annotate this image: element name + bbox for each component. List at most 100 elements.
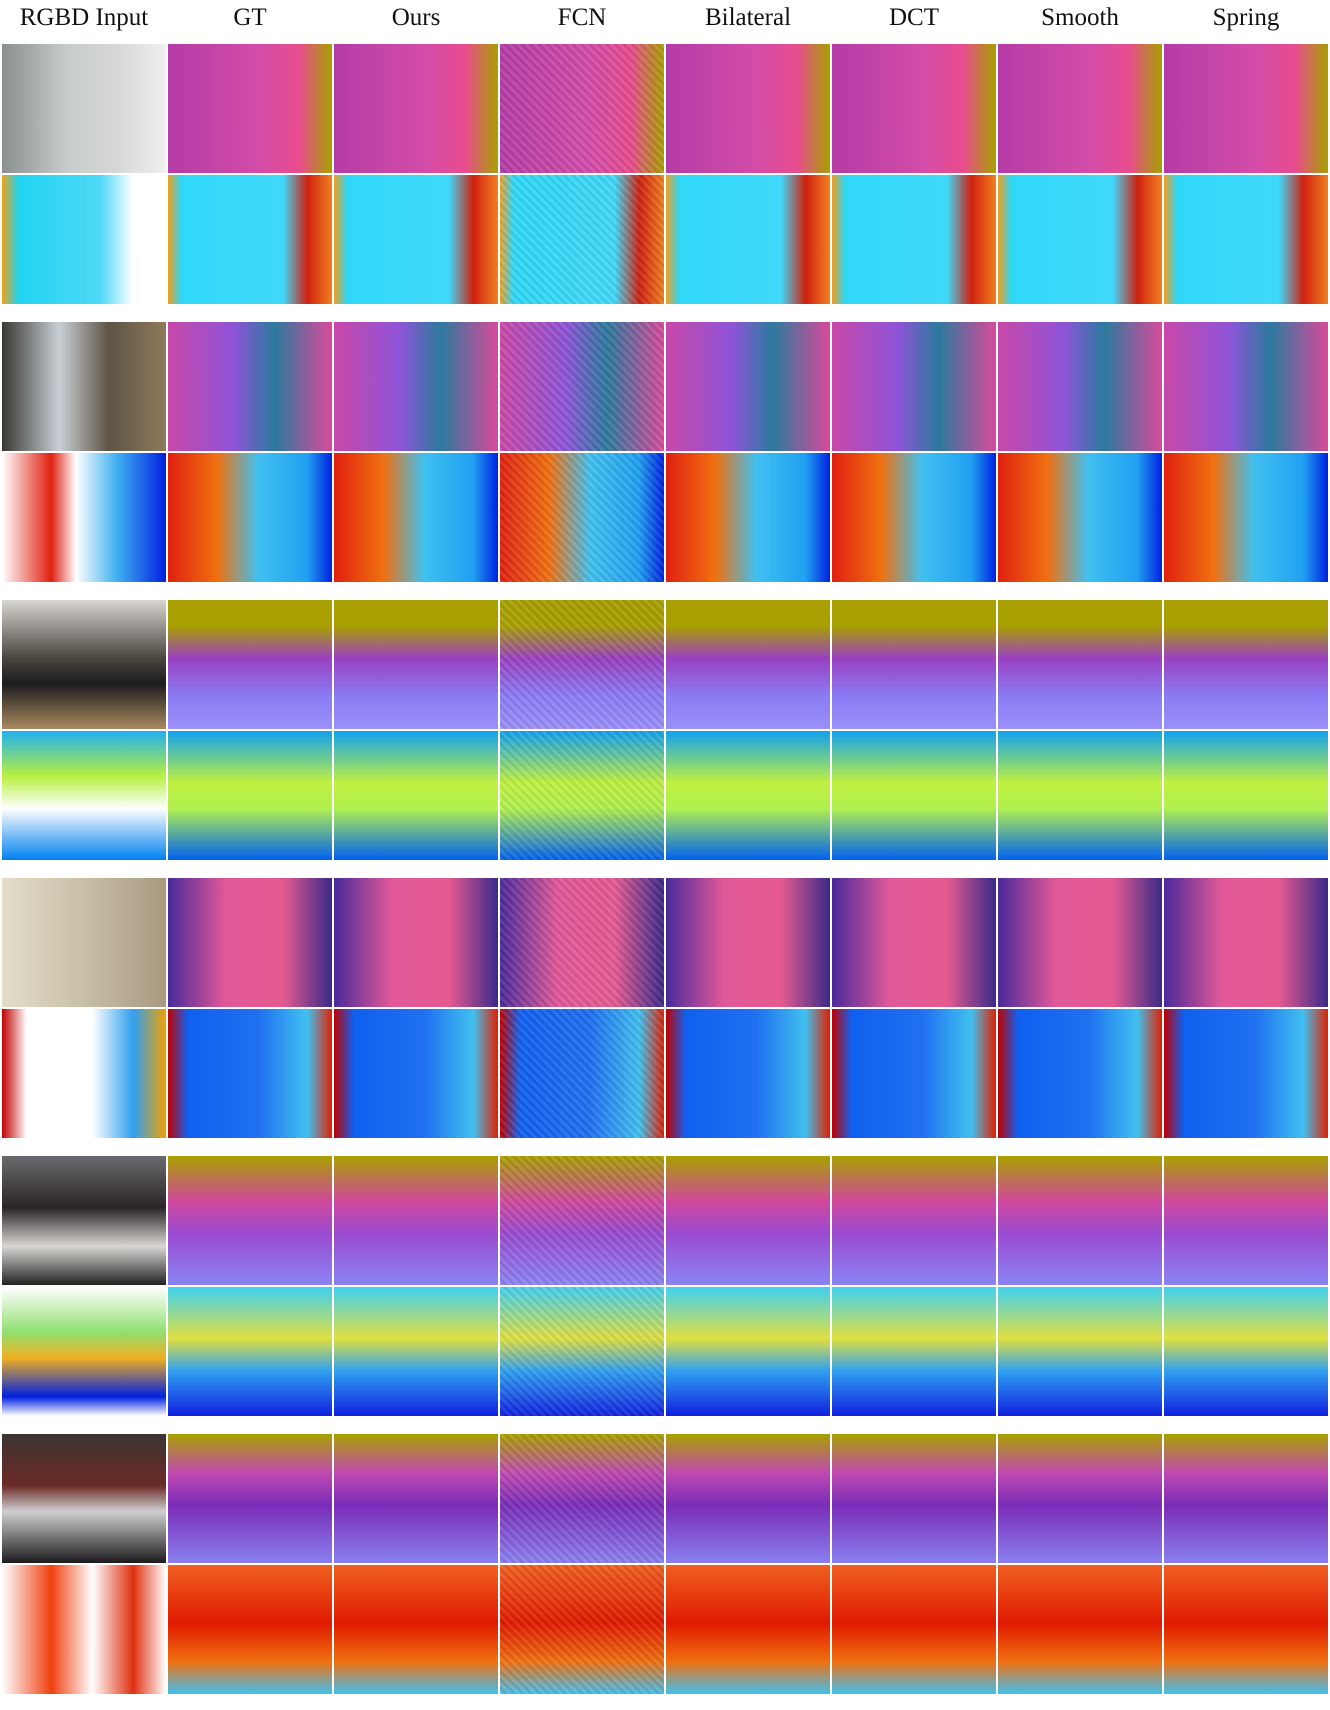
- normal-map: [832, 878, 996, 1007]
- depth-map: [334, 1287, 498, 1416]
- depth-map: [832, 731, 996, 860]
- depth-map: [666, 453, 830, 582]
- normal-map: [666, 1434, 830, 1563]
- depth-map: [832, 453, 996, 582]
- rgb-image: [2, 1156, 166, 1285]
- normal-map: [334, 322, 498, 451]
- page: RGBD InputGTOursFCNBilateralDCTSmoothSpr…: [0, 0, 1330, 1710]
- depth-map: [334, 1009, 498, 1138]
- depth-map: [998, 1287, 1162, 1416]
- column-header: GT: [168, 4, 332, 32]
- input-depth-image: [2, 1009, 166, 1138]
- input-depth-image: [2, 453, 166, 582]
- depth-map: [832, 1287, 996, 1416]
- normal-map: [334, 878, 498, 1007]
- normal-map: [666, 1156, 830, 1285]
- depth-map: [666, 1565, 830, 1694]
- normal-map: [500, 1434, 664, 1563]
- depth-map: [666, 731, 830, 860]
- depth-map: [334, 453, 498, 582]
- depth-map: [998, 731, 1162, 860]
- depth-map: [168, 1565, 332, 1694]
- normal-map: [500, 878, 664, 1007]
- normal-map: [832, 600, 996, 729]
- depth-map: [500, 175, 664, 304]
- depth-map: [334, 1565, 498, 1694]
- input-depth-image: [2, 1565, 166, 1694]
- depth-map: [998, 1009, 1162, 1138]
- normal-map: [1164, 44, 1328, 173]
- normal-map: [1164, 600, 1328, 729]
- normal-map: [666, 600, 830, 729]
- depth-map: [998, 1565, 1162, 1694]
- normal-map: [168, 1156, 332, 1285]
- column-header: Smooth: [998, 4, 1162, 32]
- depth-map: [1164, 731, 1328, 860]
- normal-map: [666, 878, 830, 1007]
- depth-map: [832, 1009, 996, 1138]
- normal-map: [500, 322, 664, 451]
- normal-map: [500, 600, 664, 729]
- normal-map: [666, 322, 830, 451]
- depth-map: [500, 1565, 664, 1694]
- rgb-image: [2, 322, 166, 451]
- depth-map: [666, 175, 830, 304]
- depth-map: [334, 731, 498, 860]
- normal-map: [334, 44, 498, 173]
- normal-map: [1164, 1156, 1328, 1285]
- normal-map: [168, 322, 332, 451]
- normal-map: [832, 1156, 996, 1285]
- normal-map: [998, 1434, 1162, 1563]
- rgb-image: [2, 44, 166, 173]
- column-header: Ours: [334, 4, 498, 32]
- normal-map: [998, 44, 1162, 173]
- depth-map: [1164, 1287, 1328, 1416]
- column-header: Spring: [1164, 4, 1328, 32]
- normal-map: [500, 44, 664, 173]
- depth-map: [500, 731, 664, 860]
- rgb-image: [2, 600, 166, 729]
- normal-map: [832, 1434, 996, 1563]
- column-header: DCT: [832, 4, 996, 32]
- input-depth-image: [2, 175, 166, 304]
- normal-map: [1164, 322, 1328, 451]
- depth-map: [500, 1009, 664, 1138]
- column-header: RGBD Input: [2, 4, 166, 32]
- depth-map: [168, 1287, 332, 1416]
- depth-map: [666, 1287, 830, 1416]
- depth-map: [832, 175, 996, 304]
- normal-map: [1164, 1434, 1328, 1563]
- normal-map: [998, 878, 1162, 1007]
- normal-map: [168, 1434, 332, 1563]
- normal-map: [666, 44, 830, 173]
- depth-map: [168, 1009, 332, 1138]
- depth-map: [998, 175, 1162, 304]
- normal-map: [168, 878, 332, 1007]
- depth-map: [998, 453, 1162, 582]
- depth-map: [1164, 175, 1328, 304]
- normal-map: [500, 1156, 664, 1285]
- normal-map: [334, 1156, 498, 1285]
- rgb-image: [2, 878, 166, 1007]
- depth-map: [168, 175, 332, 304]
- normal-map: [168, 44, 332, 173]
- normal-map: [998, 322, 1162, 451]
- depth-map: [1164, 1009, 1328, 1138]
- depth-map: [334, 175, 498, 304]
- normal-map: [334, 1434, 498, 1563]
- normal-map: [998, 600, 1162, 729]
- column-header: Bilateral: [666, 4, 830, 32]
- depth-map: [500, 1287, 664, 1416]
- depth-map: [666, 1009, 830, 1138]
- input-depth-image: [2, 1287, 166, 1416]
- input-depth-image: [2, 731, 166, 860]
- column-header: FCN: [500, 4, 664, 32]
- depth-map: [500, 453, 664, 582]
- depth-map: [1164, 1565, 1328, 1694]
- rgb-image: [2, 1434, 166, 1563]
- depth-map: [168, 453, 332, 582]
- depth-map: [168, 731, 332, 860]
- normal-map: [832, 44, 996, 173]
- depth-map: [832, 1565, 996, 1694]
